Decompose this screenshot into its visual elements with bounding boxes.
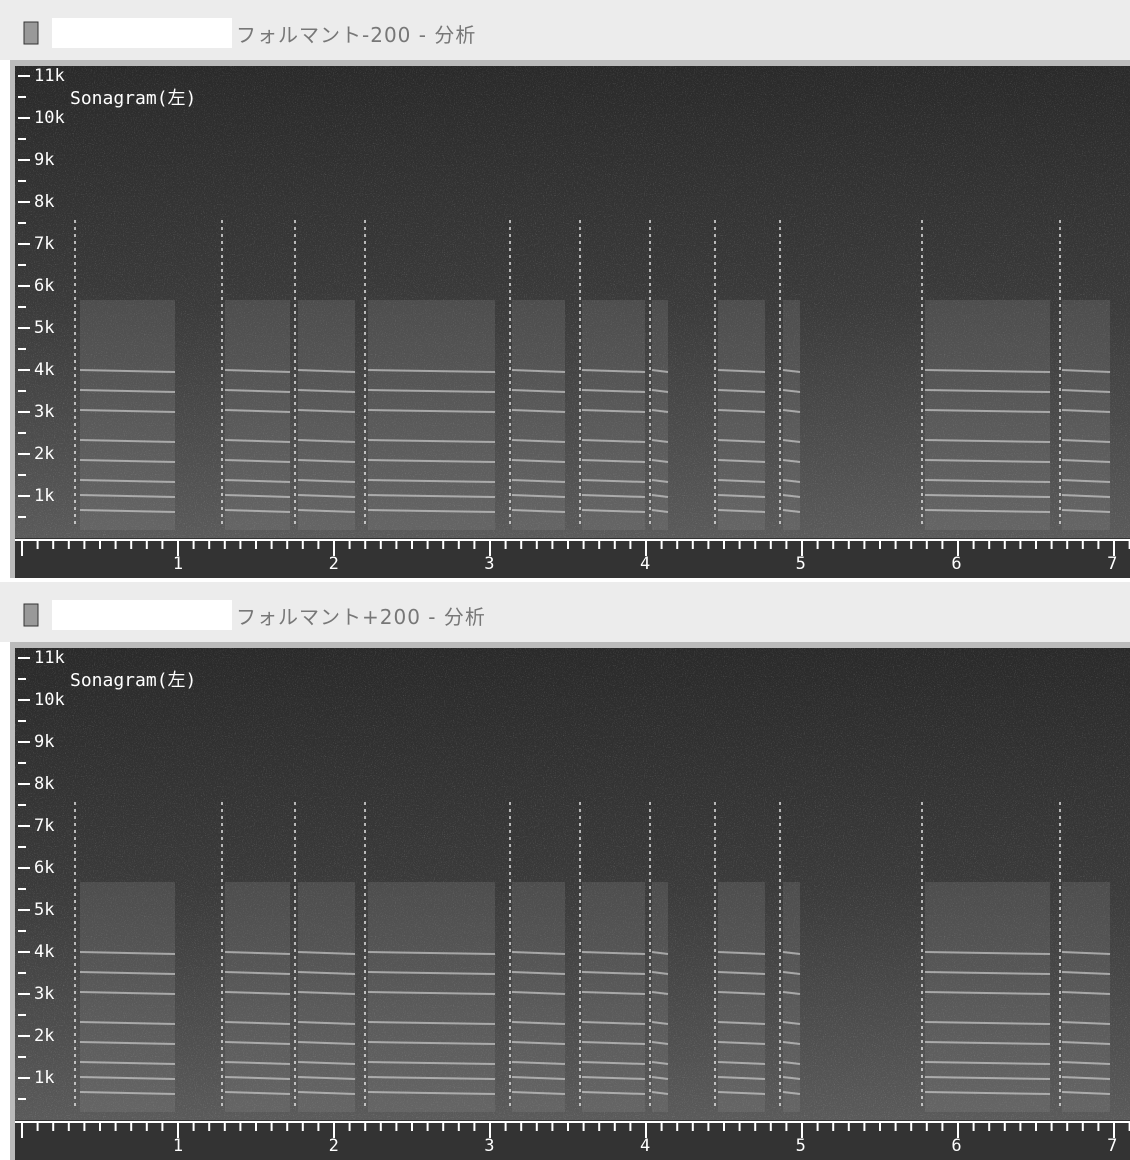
x-label: 7 <box>1107 554 1117 574</box>
y-label: 9k <box>34 732 54 752</box>
x-label: 4 <box>640 554 650 574</box>
y-label: 7k <box>34 816 54 836</box>
y-label: 11k <box>34 648 65 668</box>
y-label: 8k <box>34 774 54 794</box>
x-label: 3 <box>484 554 494 574</box>
x-label: 6 <box>951 1136 961 1156</box>
x-label: 2 <box>329 554 339 574</box>
window-title: フォルマント+200 - 分析 <box>236 605 486 629</box>
x-label: 7 <box>1107 1136 1117 1156</box>
y-label: 2k <box>34 444 54 464</box>
redacted-name <box>52 18 232 48</box>
y-label: 11k <box>34 66 65 86</box>
window-icon <box>24 604 38 626</box>
x-label: 1 <box>173 554 183 574</box>
y-label: 3k <box>34 984 54 1004</box>
x-label: 6 <box>951 554 961 574</box>
y-label: 4k <box>34 942 54 962</box>
y-label: 4k <box>34 360 54 380</box>
y-label: 8k <box>34 192 54 212</box>
x-label: 5 <box>796 1136 806 1156</box>
x-label: 3 <box>484 1136 494 1156</box>
x-label: 2 <box>329 1136 339 1156</box>
view-label: Sonagram(左) <box>70 88 196 109</box>
y-label: 5k <box>34 318 54 338</box>
redacted-name <box>52 600 232 630</box>
x-label: 5 <box>796 554 806 574</box>
y-label: 1k <box>34 1068 54 1088</box>
view-label: Sonagram(左) <box>70 670 196 691</box>
y-label: 9k <box>34 150 54 170</box>
y-label: 3k <box>34 402 54 422</box>
window-icon <box>24 22 38 44</box>
analysis-window: フォルマント-200 - 分析Sonagram(左)11k10k9k8k7k6k… <box>0 0 1130 578</box>
screen: フォルマント-200 - 分析Sonagram(左)11k10k9k8k7k6k… <box>0 0 1130 1160</box>
y-label: 2k <box>34 1026 54 1046</box>
analysis-window: フォルマント+200 - 分析Sonagram(左)11k10k9k8k7k6k… <box>0 582 1130 1160</box>
y-label: 7k <box>34 234 54 254</box>
y-label: 1k <box>34 486 54 506</box>
y-label: 6k <box>34 858 54 878</box>
y-label: 6k <box>34 276 54 296</box>
window-title: フォルマント-200 - 分析 <box>236 23 476 47</box>
x-label: 1 <box>173 1136 183 1156</box>
x-label: 4 <box>640 1136 650 1156</box>
y-label: 10k <box>34 108 65 128</box>
y-label: 5k <box>34 900 54 920</box>
y-label: 10k <box>34 690 65 710</box>
